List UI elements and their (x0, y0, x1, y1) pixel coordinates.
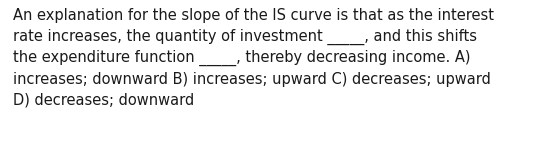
Text: An explanation for the slope of the IS curve is that as the interest
rate increa: An explanation for the slope of the IS c… (13, 8, 494, 107)
